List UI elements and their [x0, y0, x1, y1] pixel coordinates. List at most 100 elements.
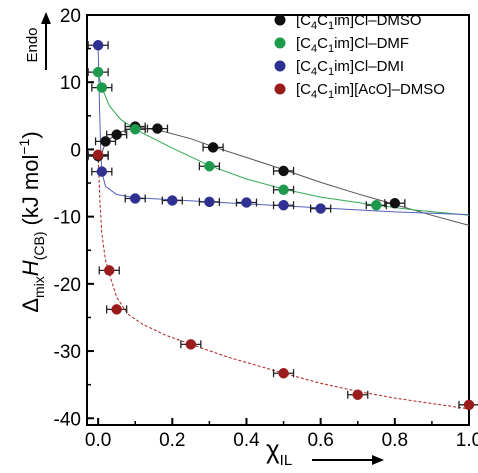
x-tick-label: 0.0: [85, 430, 111, 451]
legend-subscript: 4: [311, 43, 317, 55]
x-tick-label: 0.8: [382, 430, 408, 451]
legend-text-part: [C: [296, 81, 311, 98]
data-point-series-1: [91, 82, 113, 93]
marker: [278, 165, 289, 177]
data-point-series-0: [272, 165, 295, 177]
data-markers: [87, 39, 478, 411]
fit-line-series-0: [97, 126, 470, 226]
data-point-series-3: [347, 389, 369, 401]
plot-border: [86, 14, 470, 426]
y-label-units-close: ): [18, 131, 43, 138]
marker: [152, 123, 163, 134]
marker: [129, 193, 141, 204]
legend-text-part: C: [317, 58, 328, 75]
data-point-series-1: [124, 124, 146, 135]
y-label-h-sub: (CB): [31, 232, 47, 261]
data-point-series-2: [235, 197, 258, 208]
y-axis-label: ΔmixH(CB) (kJ mol−1): [16, 131, 47, 312]
marker: [278, 199, 289, 211]
data-point-series-2: [91, 166, 113, 177]
marker: [100, 136, 111, 147]
data-point-series-1: [272, 184, 295, 196]
fit-line-series-3: [97, 154, 470, 410]
marker: [167, 195, 178, 206]
endo-label: Endo: [24, 27, 41, 62]
marker: [241, 197, 252, 208]
y-label-delta-sub: mix: [31, 276, 47, 298]
data-point-series-2: [198, 196, 221, 208]
marker: [96, 166, 108, 177]
y-tick-label: -30: [54, 342, 81, 363]
marker: [463, 399, 475, 411]
x-arrow-icon: [312, 455, 384, 465]
marker: [92, 39, 104, 51]
x-label-sub: IL: [280, 452, 293, 469]
legend-marker: [274, 83, 286, 95]
data-point-series-0: [384, 197, 406, 209]
data-point-series-1: [365, 199, 387, 211]
marker: [111, 304, 122, 315]
legend-text-part: C: [317, 35, 328, 52]
data-point-series-0: [202, 142, 224, 153]
data-point-series-0: [146, 123, 169, 134]
fit-line-series-1: [97, 71, 470, 216]
y-axis-ticks: 20 10 0 -10 -20 -30 -40: [54, 6, 94, 430]
legend-label: [C4C1im]Cl–DMSO: [296, 12, 422, 32]
legend-subscript: 1: [328, 66, 334, 78]
legend-subscript: 4: [311, 66, 317, 78]
legend-text-part: C: [317, 12, 328, 29]
marker: [204, 160, 215, 172]
legend-text-part: im][AcO]–DMSO: [334, 81, 445, 98]
data-point-series-1: [198, 160, 221, 172]
legend-text-part: [C: [296, 35, 311, 52]
marker: [389, 197, 401, 209]
data-point-series-3: [98, 265, 120, 276]
marker: [92, 149, 104, 161]
x-axis-label: χIL: [266, 434, 292, 469]
marker: [111, 129, 122, 140]
y-tick-label: 20: [60, 6, 81, 27]
legend-subscript: 4: [311, 20, 317, 32]
marker: [129, 124, 141, 135]
legend-subscript: 1: [328, 43, 334, 55]
legend-text-part: [C: [296, 58, 311, 75]
data-point-series-3: [272, 367, 295, 379]
marker: [204, 196, 215, 208]
legend-marker: [274, 37, 286, 49]
marker: [278, 367, 289, 379]
y-label-h: H: [18, 260, 43, 276]
legend-label: [C4C1im][AcO]–DMSO: [296, 81, 445, 101]
x-tick-label: 1.0: [456, 430, 478, 451]
endo-arrow-icon: [41, 12, 51, 70]
marker: [315, 203, 326, 214]
x-label-chi: χ: [266, 434, 280, 464]
fit-line-series-2: [97, 45, 470, 216]
data-point-series-2: [87, 39, 109, 51]
data-point-series-3: [106, 304, 128, 315]
data-point-series-2: [272, 199, 295, 211]
y-tick-label: -40: [54, 409, 81, 430]
x-axis-ticks: 0.0 0.2 0.4 0.6 0.8 1.0: [85, 418, 478, 451]
x-tick-label: 0.2: [159, 430, 185, 451]
data-point-series-3: [458, 399, 478, 411]
legend-marker: [274, 60, 286, 72]
data-point-series-3: [180, 339, 202, 350]
legend-text-part: C: [317, 81, 328, 98]
legend-text-part: im]Cl–DMSO: [334, 12, 422, 29]
data-point-series-1: [87, 66, 109, 78]
y-label-units: (kJ mol: [18, 155, 43, 226]
y-tick-label: 10: [60, 73, 81, 94]
y-tick-label: -10: [54, 208, 81, 229]
legend-subscript: 1: [328, 20, 334, 32]
legend-label: [C4C1im]Cl–DMF: [296, 35, 409, 55]
legend: [C4C1im]Cl–DMSO[C4C1im]Cl–DMF[C4C1im]Cl–…: [274, 12, 445, 101]
data-point-series-2: [310, 203, 332, 214]
marker: [185, 339, 197, 350]
x-tick-label: 0.6: [307, 430, 333, 451]
data-point-series-3: [87, 149, 109, 161]
data-point-series-2: [124, 193, 146, 204]
plot-area: [86, 14, 470, 426]
x-tick-label: 0.4: [233, 430, 260, 451]
legend-subscript: 4: [311, 89, 317, 101]
